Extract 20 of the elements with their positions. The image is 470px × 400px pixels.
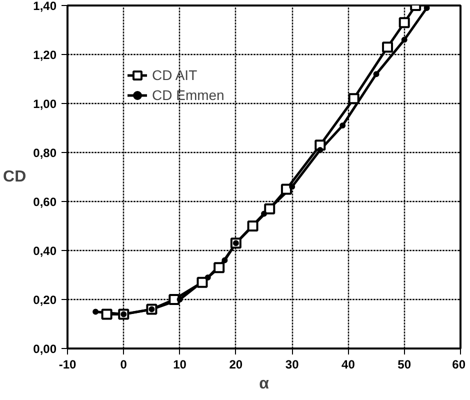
y-tick-label: 0,40 (33, 244, 57, 258)
legend-label: CD Emmen (152, 87, 224, 103)
x-tick-label: 50 (398, 358, 412, 372)
x-tick-label: 10 (173, 358, 187, 372)
y-tick-label: 1,40 (33, 0, 57, 13)
y-tick-label: 0,20 (33, 293, 57, 307)
x-tick-label: 40 (342, 358, 356, 372)
legend-label: CD AIT (152, 67, 198, 83)
y-tick-label: 0,00 (33, 342, 57, 356)
x-tick-label: 20 (229, 358, 243, 372)
x-tick-label: 30 (285, 358, 300, 372)
y-tick-label: 0,80 (33, 146, 57, 160)
x-tick-label: -10 (58, 358, 76, 372)
y-axis-title: CD (3, 168, 26, 186)
x-axis-title: α (259, 376, 270, 392)
y-tick-label: 0,60 (33, 195, 57, 209)
y-tick-label: 1,00 (33, 97, 57, 111)
y-tick-label: 1,20 (33, 48, 57, 62)
x-tick-label: 0 (120, 358, 128, 372)
x-tick-label: 60 (452, 358, 466, 372)
